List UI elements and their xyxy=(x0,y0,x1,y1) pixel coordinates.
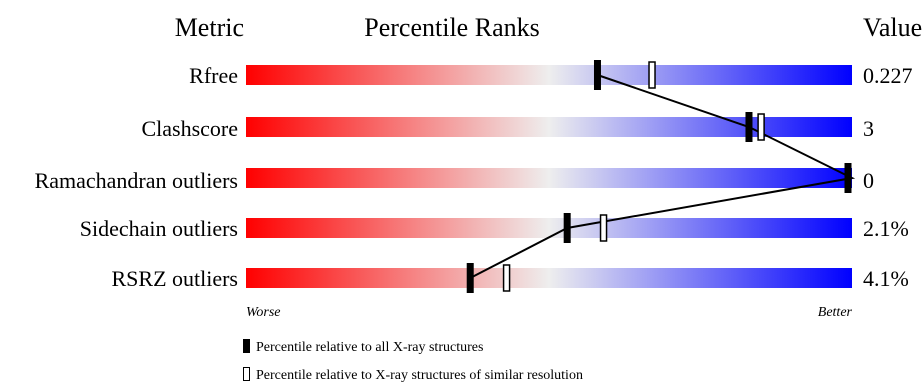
percentile-connector-line xyxy=(469,74,856,279)
metric-label-sidechain-outliers: Sidechain outliers xyxy=(79,216,238,241)
legend-similar-resolution-label: Percentile relative to X-ray structures … xyxy=(256,368,583,383)
metric-label-rfree: Rfree xyxy=(189,63,238,88)
scale-better-label: Better xyxy=(817,305,852,320)
similar-resolution-marker-rfree xyxy=(648,61,656,89)
value-column-header: Value xyxy=(863,13,922,42)
all-structures-marker-clashscore xyxy=(745,112,753,142)
metric-value-clashscore: 3 xyxy=(863,116,874,141)
similar-resolution-marker-sidechain-outliers xyxy=(599,214,608,242)
all-structures-marker-ramachandran-outliers xyxy=(844,163,852,193)
metric-value-sidechain-outliers: 2.1% xyxy=(863,216,909,241)
scale-worse-label: Worse xyxy=(246,305,281,320)
metric-column-header: Metric xyxy=(174,13,244,42)
percentile-ranks-header: Percentile Ranks xyxy=(364,13,540,42)
legend-all-structures: Percentile relative to all X-ray structu… xyxy=(243,339,483,357)
metric-label-ramachandran-outliers: Ramachandran outliers xyxy=(34,168,238,193)
percentile-bar-ramachandran-outliers xyxy=(246,168,852,188)
percentile-bar-sidechain-outliers xyxy=(246,218,852,238)
all-structures-marker-rsrz-outliers xyxy=(466,263,474,293)
all-structures-marker-sidechain-outliers xyxy=(563,213,571,243)
percentile-bar-rfree xyxy=(246,65,852,85)
metric-value-rfree: 0.227 xyxy=(863,63,913,88)
similar-resolution-marker-rsrz-outliers xyxy=(502,264,511,292)
legend-all-structures-label: Percentile relative to all X-ray structu… xyxy=(256,340,484,355)
metric-value-rsrz-outliers: 4.1% xyxy=(863,266,909,291)
similar-resolution-marker-clashscore xyxy=(757,113,765,141)
metric-value-ramachandran-outliers: 0 xyxy=(863,168,874,193)
legend-similar-resolution: Percentile relative to X-ray structures … xyxy=(243,367,583,385)
all-structures-marker-rfree xyxy=(593,60,601,90)
solid-marker-icon xyxy=(243,339,250,353)
hollow-marker-icon xyxy=(243,367,250,381)
metric-label-rsrz-outliers: RSRZ outliers xyxy=(111,266,238,291)
percentile-bar-clashscore xyxy=(246,117,852,137)
percentile-bar-rsrz-outliers xyxy=(246,268,852,288)
metric-label-clashscore: Clashscore xyxy=(141,116,238,141)
